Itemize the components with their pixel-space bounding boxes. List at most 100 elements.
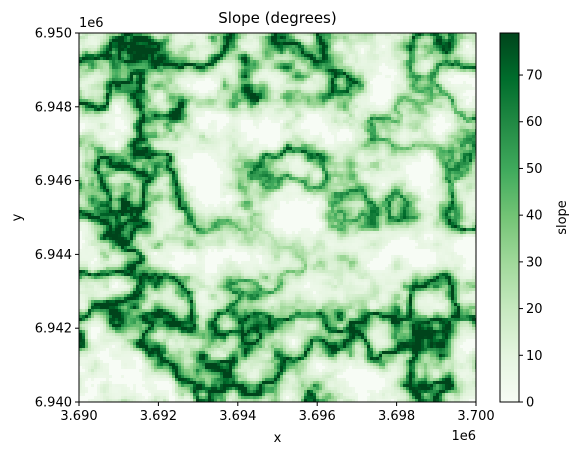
heatmap-cell <box>154 66 157 69</box>
heatmap-cell <box>403 84 406 87</box>
heatmap-cell <box>367 135 370 138</box>
heatmap-cell <box>178 48 181 51</box>
heatmap-cell <box>292 51 295 54</box>
heatmap-cell <box>295 57 298 60</box>
heatmap-cell <box>88 33 91 36</box>
heatmap-cell <box>316 78 319 81</box>
heatmap-cell <box>79 87 82 90</box>
heatmap-cell <box>97 81 100 84</box>
heatmap-cell <box>181 84 184 87</box>
heatmap-cell <box>79 90 82 93</box>
heatmap-cell <box>352 90 355 93</box>
heatmap-cell <box>217 57 220 60</box>
heatmap-cell <box>97 153 100 156</box>
heatmap-cell <box>109 120 112 123</box>
heatmap-cell <box>91 120 94 123</box>
heatmap-cell <box>346 105 349 108</box>
heatmap-cell <box>172 153 175 156</box>
heatmap-cell <box>385 129 388 132</box>
heatmap-cell <box>88 135 91 138</box>
heatmap-cell <box>196 48 199 51</box>
heatmap-cell <box>118 42 121 45</box>
heatmap-cell <box>151 54 154 57</box>
heatmap-cell <box>388 138 391 141</box>
heatmap-cell <box>331 93 334 96</box>
heatmap-cell <box>292 111 295 114</box>
heatmap-cell <box>211 69 214 72</box>
heatmap-cell <box>454 126 457 129</box>
heatmap-cell <box>268 108 271 111</box>
heatmap-cell <box>418 144 421 147</box>
heatmap-cell <box>88 39 91 42</box>
heatmap-cell <box>112 60 115 63</box>
heatmap-cell <box>394 60 397 63</box>
heatmap-cell <box>274 108 277 111</box>
heatmap-cell <box>187 87 190 90</box>
heatmap-cell <box>211 66 214 69</box>
heatmap-cell <box>334 60 337 63</box>
heatmap-cell <box>349 129 352 132</box>
heatmap-cell <box>184 114 187 117</box>
heatmap-cell <box>286 66 289 69</box>
heatmap-cell <box>274 93 277 96</box>
heatmap-cell <box>220 72 223 75</box>
heatmap-cell <box>322 69 325 72</box>
heatmap-cell <box>421 147 424 150</box>
heatmap-cell <box>289 99 292 102</box>
heatmap-cell <box>451 141 454 144</box>
heatmap-cell <box>277 69 280 72</box>
heatmap-cell <box>130 87 133 90</box>
heatmap-cell <box>181 99 184 102</box>
heatmap-cell <box>421 48 424 51</box>
heatmap-cell <box>379 60 382 63</box>
heatmap-cell <box>265 150 268 153</box>
heatmap-cell <box>235 117 238 120</box>
heatmap-cell <box>328 42 331 45</box>
heatmap-cell <box>364 105 367 108</box>
heatmap-cell <box>280 138 283 141</box>
heatmap-cell <box>463 48 466 51</box>
heatmap-cell <box>199 138 202 141</box>
heatmap-cell <box>445 54 448 57</box>
heatmap-cell <box>301 81 304 84</box>
heatmap-cell <box>289 141 292 144</box>
heatmap-cell <box>367 54 370 57</box>
heatmap-cell <box>343 144 346 147</box>
heatmap-cell <box>295 102 298 105</box>
heatmap-cell <box>151 111 154 114</box>
heatmap-cell <box>151 60 154 63</box>
heatmap-cell <box>82 39 85 42</box>
heatmap-cell <box>112 39 115 42</box>
heatmap-cell <box>151 147 154 150</box>
heatmap-cell <box>244 51 247 54</box>
heatmap-cell <box>145 120 148 123</box>
heatmap-cell <box>391 54 394 57</box>
heatmap-cell <box>181 96 184 99</box>
heatmap-cell <box>142 120 145 123</box>
heatmap-cell <box>268 42 271 45</box>
heatmap-cell <box>403 75 406 78</box>
heatmap-cell <box>181 117 184 120</box>
heatmap-cell <box>190 105 193 108</box>
heatmap-cell <box>286 72 289 75</box>
heatmap-cell <box>211 141 214 144</box>
heatmap-cell <box>256 78 259 81</box>
heatmap-cell <box>166 99 169 102</box>
heatmap-cell <box>268 93 271 96</box>
heatmap-cell <box>91 75 94 78</box>
heatmap-cell <box>151 138 154 141</box>
heatmap-cell <box>259 72 262 75</box>
heatmap-cell <box>259 120 262 123</box>
heatmap-cell <box>280 153 283 156</box>
heatmap-cell <box>100 81 103 84</box>
heatmap-cell <box>199 102 202 105</box>
heatmap-cell <box>121 114 124 117</box>
heatmap-cell <box>427 126 430 129</box>
heatmap-cell <box>424 96 427 99</box>
heatmap-cell <box>229 144 232 147</box>
heatmap-cell <box>85 132 88 135</box>
heatmap-cell <box>448 63 451 66</box>
heatmap-cell <box>181 63 184 66</box>
heatmap-cell <box>160 45 163 48</box>
heatmap-cell <box>244 108 247 111</box>
